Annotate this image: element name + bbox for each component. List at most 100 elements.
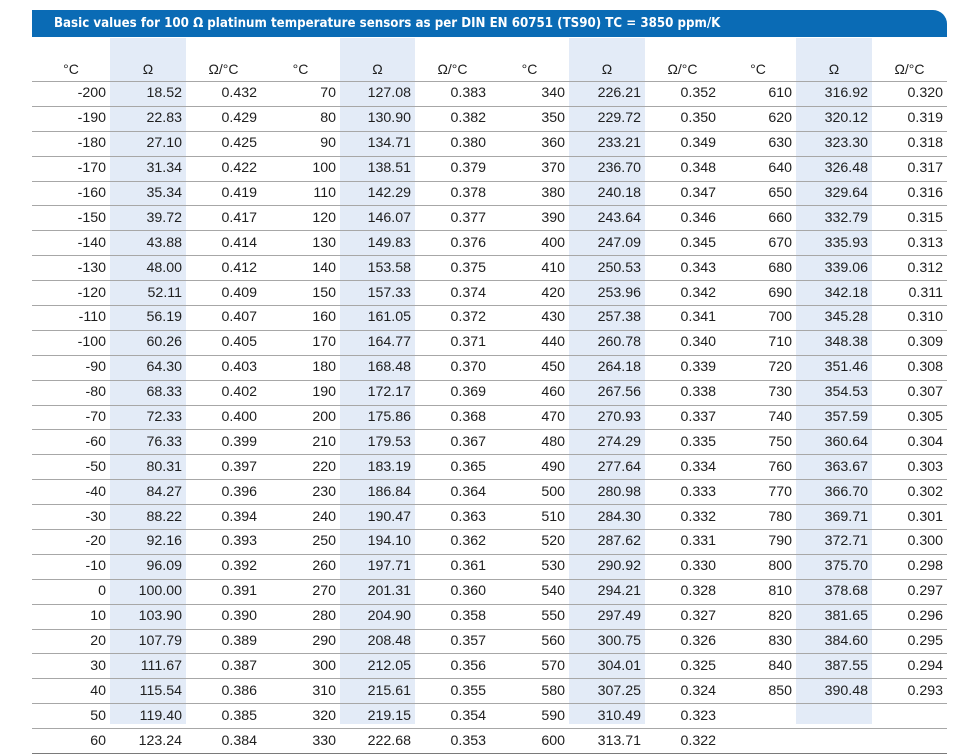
cell-ohm-per-celsius: 0.419 bbox=[186, 181, 261, 207]
cell-resistance-ohm: 316.92 bbox=[796, 81, 872, 107]
cell-temp-celsius: 780 bbox=[720, 504, 796, 531]
cell-resistance-ohm: 381.65 bbox=[796, 604, 872, 630]
cell-ohm-per-celsius: 0.358 bbox=[415, 604, 490, 630]
table-row: -30 88.22 0.394 240 190.47 0.363 510 284.30 0.33… bbox=[32, 504, 947, 531]
cell-ohm-per-celsius: 0.325 bbox=[645, 653, 720, 680]
cell-resistance-ohm: 326.48 bbox=[796, 156, 872, 182]
cell-ohm-per-celsius: 0.387 bbox=[186, 653, 261, 680]
cell-ohm-per-celsius: 0.414 bbox=[186, 230, 261, 257]
cell-resistance-ohm: 142.29 bbox=[340, 181, 415, 207]
header-resistance-ohm: Ω bbox=[110, 57, 186, 82]
cell-resistance-ohm: 267.56 bbox=[569, 380, 645, 406]
header-ohm-per-celsius: Ω/°C bbox=[645, 57, 720, 82]
cell-resistance-ohm: 134.71 bbox=[340, 131, 415, 157]
cell-ohm-per-celsius: 0.425 bbox=[186, 131, 261, 157]
cell-resistance-ohm: 197.71 bbox=[340, 554, 415, 580]
cell-resistance-ohm: 168.48 bbox=[340, 355, 415, 381]
cell-temp-celsius: 580 bbox=[490, 678, 569, 705]
cell-temp-celsius bbox=[720, 703, 796, 730]
cell-ohm-per-celsius: 0.355 bbox=[415, 678, 490, 705]
table-row: 20 107.79 0.389 290 208.48 0.357 560 300.75 0.32… bbox=[32, 629, 947, 655]
cell-temp-celsius: 810 bbox=[720, 579, 796, 605]
cell-resistance-ohm: 375.70 bbox=[796, 554, 872, 580]
cell-temp-celsius: 30 bbox=[32, 653, 110, 680]
table-row: -90 64.30 0.403 180 168.48 0.370 450 264.18 0.33… bbox=[32, 355, 947, 381]
cell-ohm-per-celsius: 0.339 bbox=[645, 355, 720, 381]
cell-ohm-per-celsius: 0.334 bbox=[645, 454, 720, 481]
cell-resistance-ohm: 194.10 bbox=[340, 529, 415, 555]
cell-temp-celsius: 560 bbox=[490, 629, 569, 655]
cell-ohm-per-celsius: 0.315 bbox=[872, 205, 947, 232]
cell-ohm-per-celsius: 0.347 bbox=[645, 181, 720, 207]
cell-temp-celsius: 750 bbox=[720, 429, 796, 456]
table-row: 30 111.67 0.387 300 212.05 0.356 570 304.01 0.32… bbox=[32, 653, 947, 680]
cell-resistance-ohm: 164.77 bbox=[340, 330, 415, 356]
cell-temp-celsius: -180 bbox=[32, 131, 110, 157]
cell-temp-celsius: 160 bbox=[261, 305, 340, 331]
cell-temp-celsius: 370 bbox=[490, 156, 569, 182]
cell-temp-celsius: 230 bbox=[261, 479, 340, 506]
cell-temp-celsius: -140 bbox=[32, 230, 110, 257]
cell-ohm-per-celsius: 0.333 bbox=[645, 479, 720, 506]
cell-ohm-per-celsius: 0.353 bbox=[415, 728, 490, 754]
header-temp-celsius: °C bbox=[261, 57, 340, 82]
table-row: -130 48.00 0.412 140 153.58 0.375 410 250.53 0.3… bbox=[32, 255, 947, 282]
cell-temp-celsius: 410 bbox=[490, 255, 569, 282]
cell-temp-celsius: 710 bbox=[720, 330, 796, 356]
table-row: -100 60.26 0.405 170 164.77 0.371 440 260.78 0.3… bbox=[32, 330, 947, 356]
header-resistance-ohm: Ω bbox=[340, 57, 415, 82]
cell-temp-celsius: 610 bbox=[720, 81, 796, 107]
cell-ohm-per-celsius: 0.352 bbox=[645, 81, 720, 107]
cell-ohm-per-celsius: 0.294 bbox=[872, 653, 947, 680]
cell-temp-celsius: 660 bbox=[720, 205, 796, 232]
cell-resistance-ohm: 339.06 bbox=[796, 255, 872, 282]
cell-temp-celsius: 240 bbox=[261, 504, 340, 531]
cell-temp-celsius: 360 bbox=[490, 131, 569, 157]
cell-ohm-per-celsius: 0.392 bbox=[186, 554, 261, 580]
header-ohm-per-celsius: Ω/°C bbox=[872, 57, 947, 82]
cell-ohm-per-celsius: 0.293 bbox=[872, 678, 947, 705]
cell-ohm-per-celsius: 0.400 bbox=[186, 405, 261, 431]
cell-ohm-per-celsius: 0.386 bbox=[186, 678, 261, 705]
cell-temp-celsius: 600 bbox=[490, 728, 569, 754]
cell-resistance-ohm: 60.26 bbox=[110, 330, 186, 356]
cell-ohm-per-celsius: 0.326 bbox=[645, 629, 720, 655]
cell-ohm-per-celsius: 0.357 bbox=[415, 629, 490, 655]
cell-ohm-per-celsius: 0.422 bbox=[186, 156, 261, 182]
cell-resistance-ohm: 280.98 bbox=[569, 479, 645, 506]
cell-ohm-per-celsius: 0.308 bbox=[872, 355, 947, 381]
cell-resistance-ohm: 31.34 bbox=[110, 156, 186, 182]
cell-resistance-ohm: 229.72 bbox=[569, 106, 645, 132]
cell-resistance-ohm: 307.25 bbox=[569, 678, 645, 705]
cell-resistance-ohm: 274.29 bbox=[569, 429, 645, 456]
cell-temp-celsius: 500 bbox=[490, 479, 569, 506]
cell-ohm-per-celsius: 0.378 bbox=[415, 181, 490, 207]
cell-ohm-per-celsius: 0.337 bbox=[645, 405, 720, 431]
cell-resistance-ohm: 204.90 bbox=[340, 604, 415, 630]
cell-temp-celsius: -110 bbox=[32, 305, 110, 331]
header-temp-celsius: °C bbox=[32, 57, 110, 82]
table-row: -140 43.88 0.414 130 149.83 0.376 400 247.09 0.3… bbox=[32, 230, 947, 257]
title-banner: Basic values for 100 Ω platinum temperat… bbox=[32, 10, 947, 37]
cell-temp-celsius: -30 bbox=[32, 504, 110, 531]
cell-temp-celsius: 540 bbox=[490, 579, 569, 605]
cell-temp-celsius: 200 bbox=[261, 405, 340, 431]
header-temp-celsius: °C bbox=[720, 57, 796, 82]
cell-temp-celsius: 670 bbox=[720, 230, 796, 257]
header-ohm-per-celsius: Ω/°C bbox=[186, 57, 261, 82]
cell-ohm-per-celsius: 0.385 bbox=[186, 703, 261, 730]
cell-ohm-per-celsius: 0.389 bbox=[186, 629, 261, 655]
cell-temp-celsius: 350 bbox=[490, 106, 569, 132]
cell-resistance-ohm: 80.31 bbox=[110, 454, 186, 481]
cell-temp-celsius: 130 bbox=[261, 230, 340, 257]
cell-resistance-ohm: 348.38 bbox=[796, 330, 872, 356]
cell-temp-celsius: 700 bbox=[720, 305, 796, 331]
cell-resistance-ohm: 84.27 bbox=[110, 479, 186, 506]
cell-resistance-ohm: 243.64 bbox=[569, 205, 645, 232]
cell-temp-celsius: 430 bbox=[490, 305, 569, 331]
cell-ohm-per-celsius: 0.393 bbox=[186, 529, 261, 555]
cell-ohm-per-celsius: 0.396 bbox=[186, 479, 261, 506]
cell-temp-celsius: -100 bbox=[32, 330, 110, 356]
cell-ohm-per-celsius: 0.384 bbox=[186, 728, 261, 754]
cell-resistance-ohm: 107.79 bbox=[110, 629, 186, 655]
